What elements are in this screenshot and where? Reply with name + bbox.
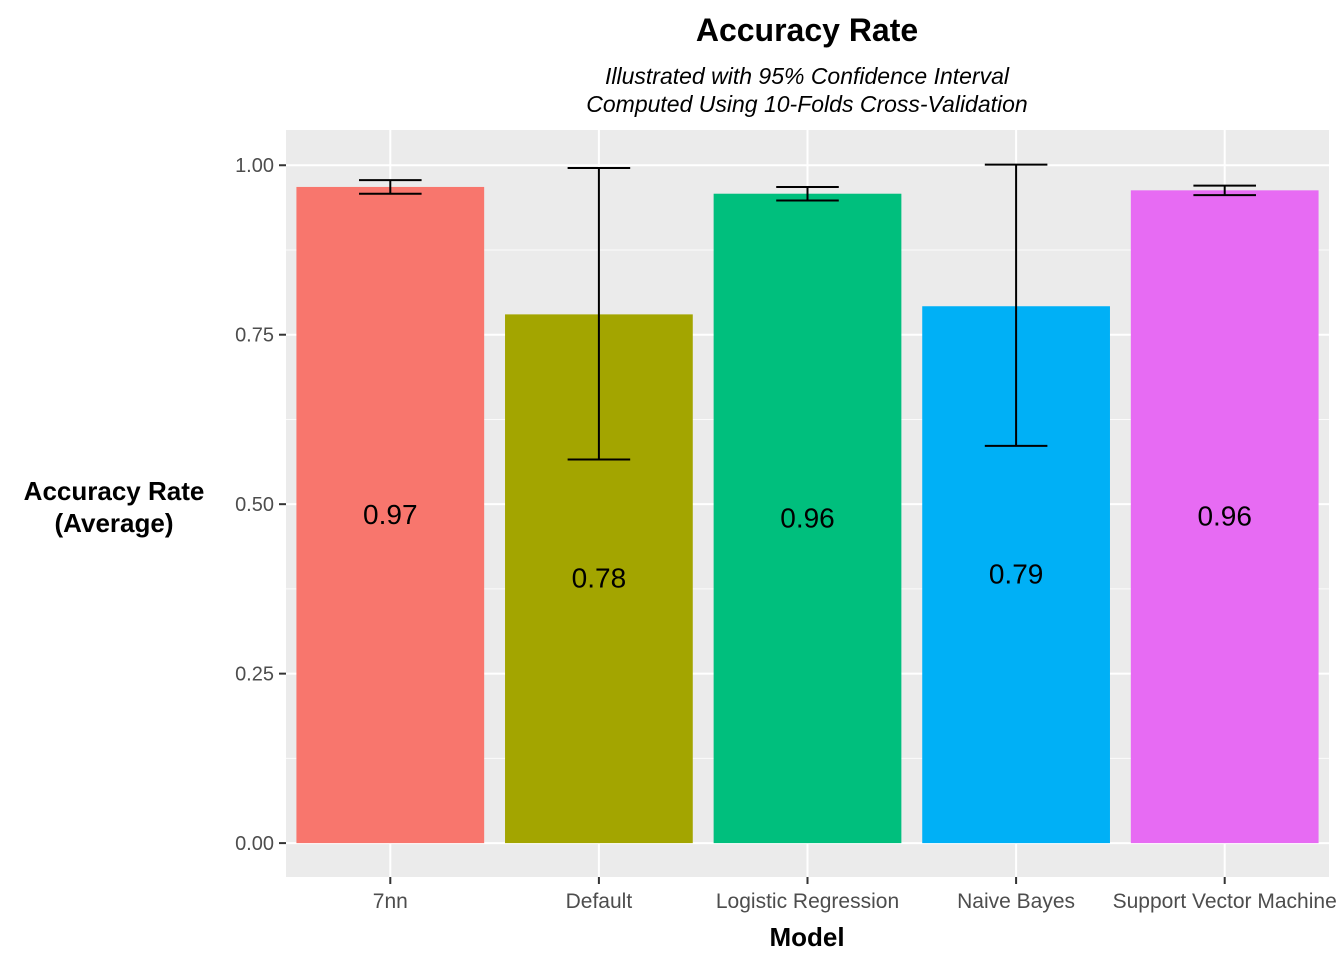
bar-value-label: 0.79 — [989, 559, 1044, 590]
bar-logistic-regression — [713, 193, 902, 844]
bar-value-label: 0.96 — [1197, 501, 1252, 532]
y-tick-label: 0.75 — [235, 325, 274, 347]
y-axis-title-line-1: Accuracy Rate — [24, 476, 205, 506]
bar-support-vector-machine — [1130, 190, 1319, 844]
y-axis: 0.00 0.25 0.50 0.75 1.00 — [235, 155, 286, 855]
y-tick-label: 0.25 — [235, 664, 274, 686]
bar-value-labels: 0.97 0.78 0.96 0.79 0.96 — [363, 499, 1252, 594]
bar-value-label: 0.96 — [780, 502, 835, 533]
x-tick-label: Support Vector Machine — [1113, 890, 1337, 913]
chart-subtitle-line-1: Illustrated with 95% Confidence Interval — [605, 63, 1010, 89]
x-tick-label: 7nn — [373, 890, 408, 913]
x-tick-label: Naive Bayes — [957, 890, 1075, 913]
x-axis: 7nn Default Logistic Regression Naive Bayes… — [373, 877, 1337, 913]
bar-value-label: 0.78 — [572, 563, 627, 594]
chart-title: Accuracy Rate — [696, 12, 918, 48]
x-tick-label: Logistic Regression — [716, 890, 899, 913]
x-tick-label: Default — [566, 890, 633, 913]
y-tick-label: 0.00 — [235, 833, 274, 855]
x-axis-title: Model — [769, 922, 844, 952]
errorbars-layer — [359, 163, 1256, 461]
bar-value-label: 0.97 — [363, 499, 418, 530]
y-axis-title-line-2: (Average) — [55, 508, 174, 538]
bars-layer — [296, 186, 1319, 844]
y-tick-label: 1.00 — [235, 155, 274, 177]
y-tick-label: 0.50 — [235, 494, 274, 516]
chart-subtitle-line-2: Computed Using 10-Folds Cross-Validation — [586, 91, 1027, 117]
bar-7nn — [296, 186, 485, 844]
